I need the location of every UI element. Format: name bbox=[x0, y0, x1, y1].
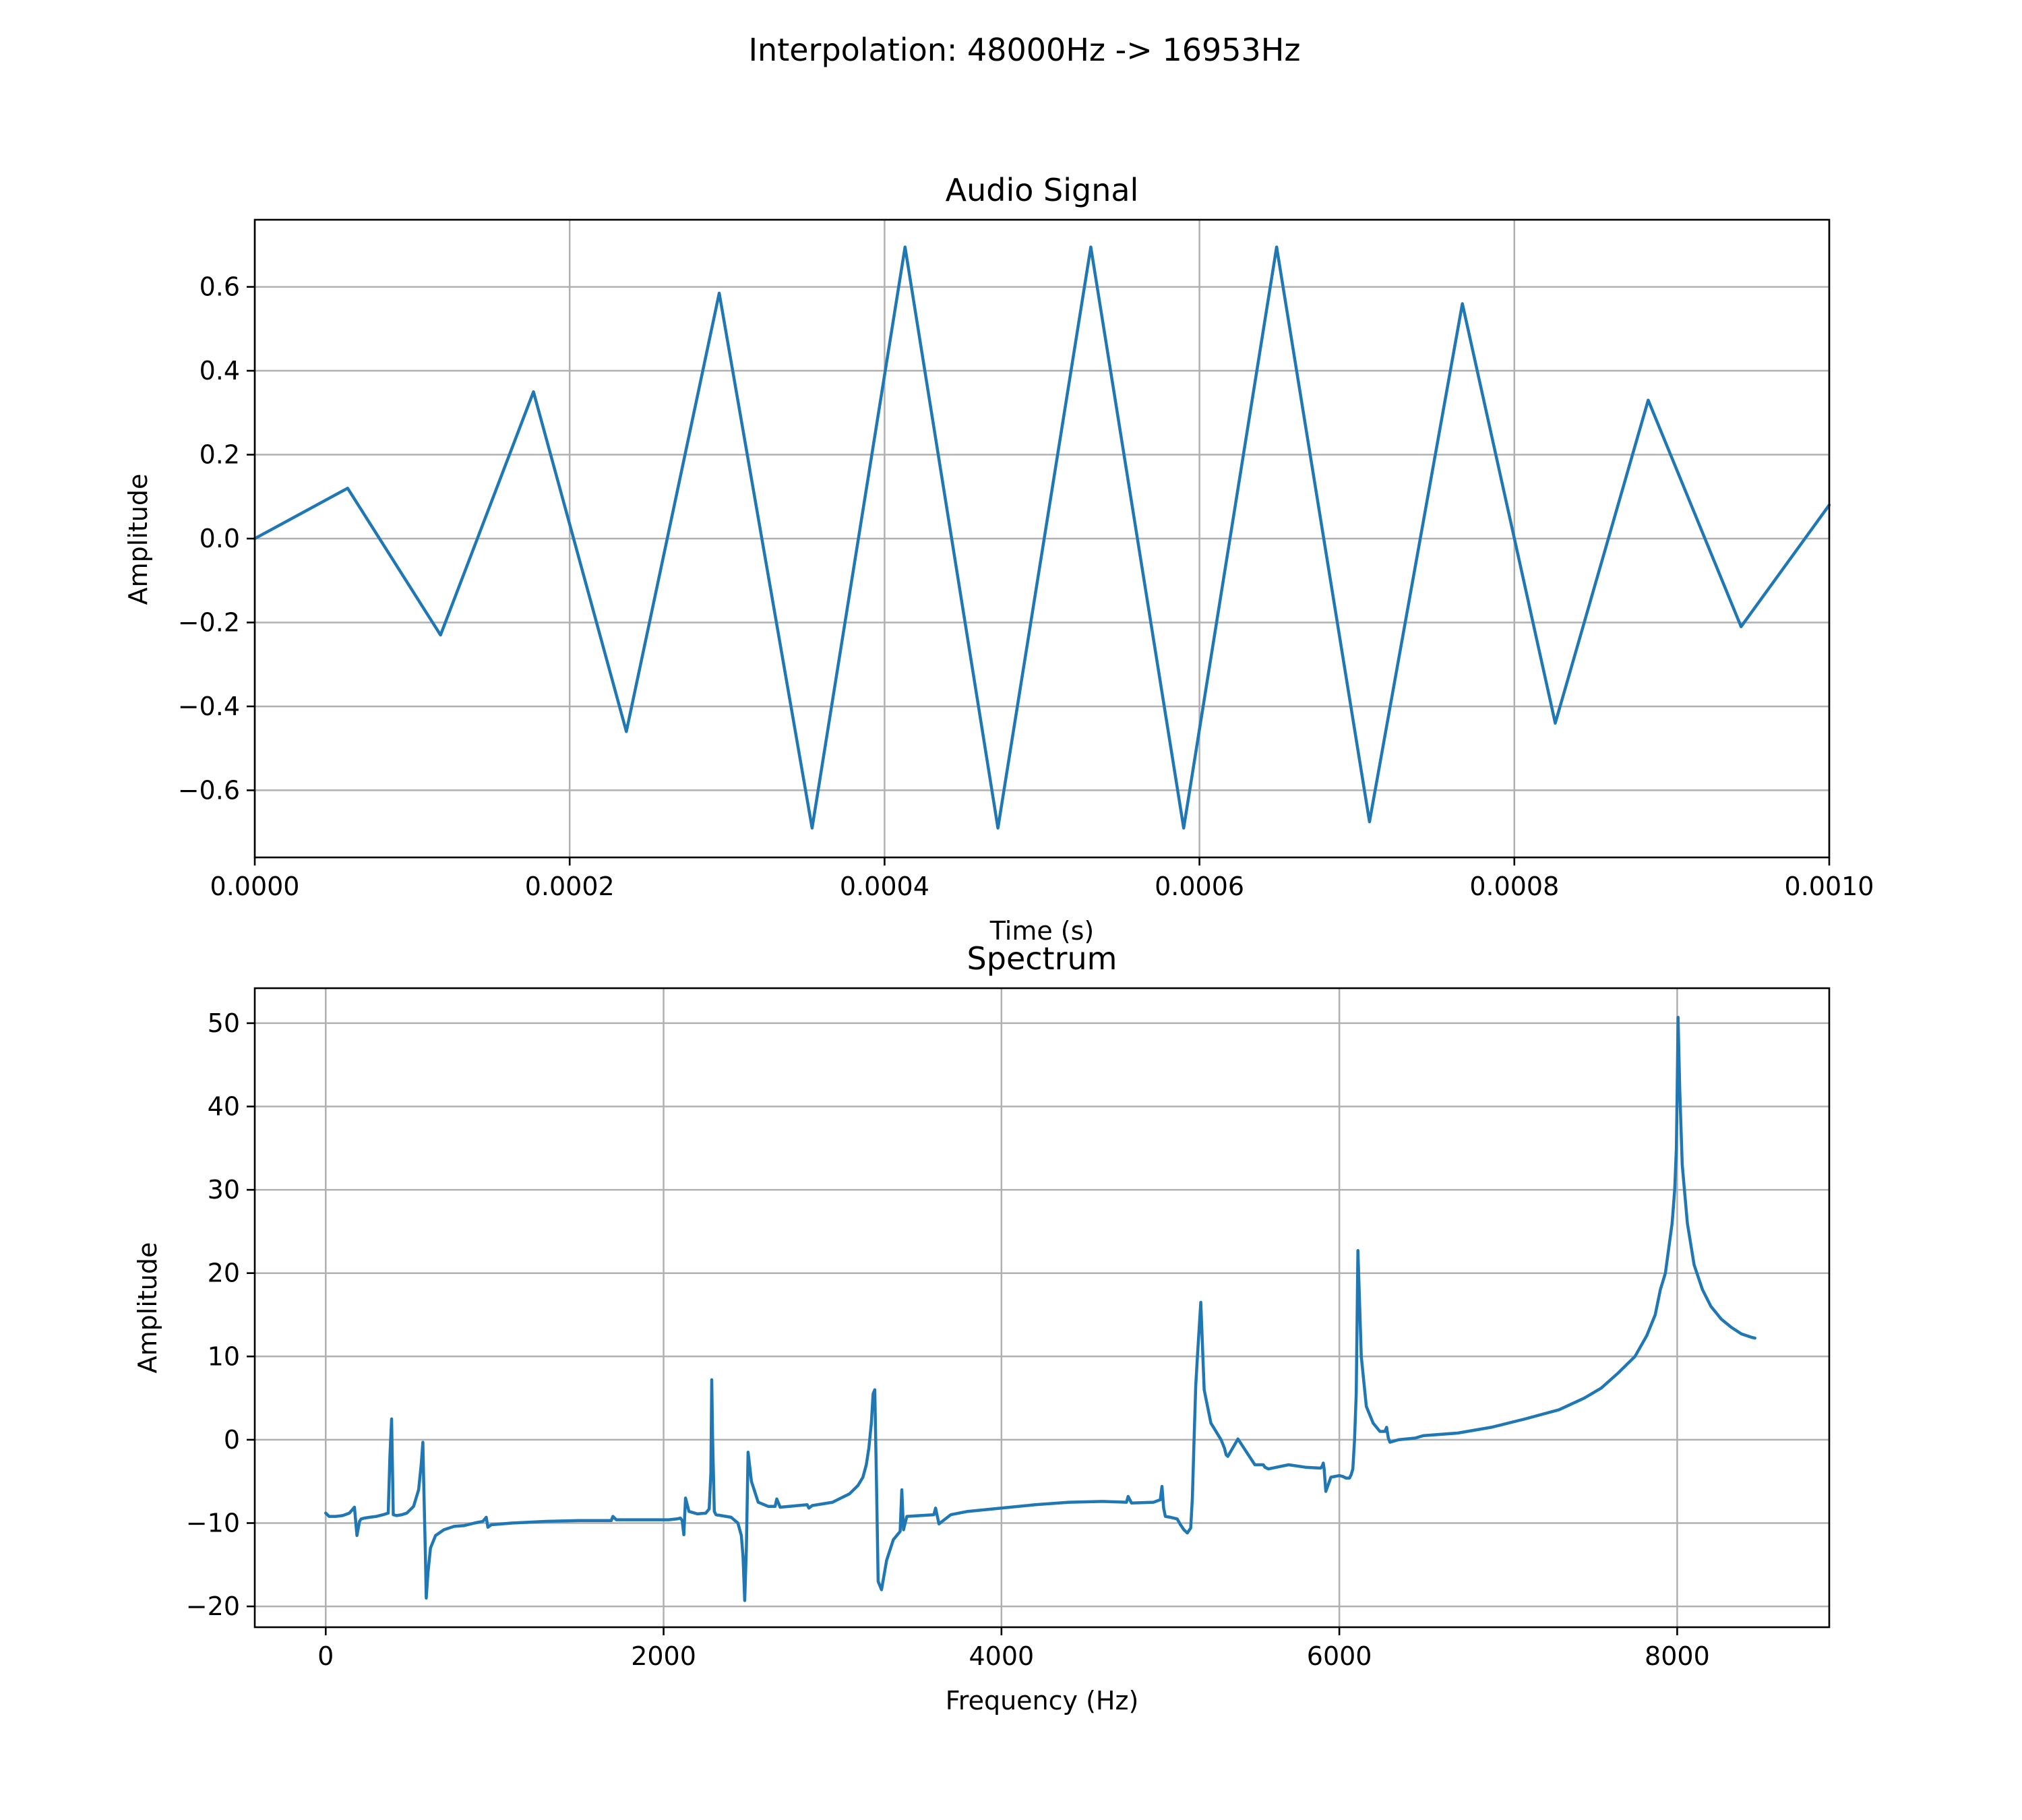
spectrum-xtick-label: 4000 bbox=[969, 1641, 1034, 1671]
audio-signal-xlabel: Time (s) bbox=[989, 916, 1095, 946]
spectrum-ytick-label: 0 bbox=[224, 1425, 240, 1455]
audio-signal-xtick-label: 0.0004 bbox=[840, 872, 929, 901]
spectrum-xtick-label: 0 bbox=[317, 1641, 334, 1671]
audio-signal-title: Audio Signal bbox=[946, 172, 1139, 208]
spectrum-ytick-label: −10 bbox=[186, 1509, 240, 1538]
audio-signal-ytick-label: −0.2 bbox=[178, 607, 240, 637]
spectrum-xtick-label: 8000 bbox=[1645, 1641, 1710, 1671]
audio-signal-ytick-label: −0.6 bbox=[178, 775, 240, 805]
spectrum-ytick-label: 10 bbox=[208, 1341, 240, 1371]
audio-signal-xtick-label: 0.0002 bbox=[525, 872, 615, 901]
spectrum-panel: 0 2000 4000 6000 8000 −20 −10 0 10 20 30 40 50 Spect… bbox=[133, 940, 1831, 1716]
spectrum-xtick-label: 2000 bbox=[631, 1641, 696, 1671]
audio-signal-ytick-label: 0.4 bbox=[200, 356, 240, 386]
audio-signal-ytick-label: 0.6 bbox=[200, 272, 240, 302]
spectrum-grid bbox=[255, 988, 1829, 1627]
spectrum-xtick-label: 6000 bbox=[1307, 1641, 1372, 1671]
audio-signal-xtick-label: 0.0010 bbox=[1785, 872, 1874, 901]
spectrum-ytick-label: 50 bbox=[208, 1008, 240, 1038]
audio-signal-ticks: 0.0000 0.0002 0.0004 0.0006 0.0008 0.0010 −0.6… bbox=[178, 272, 1874, 901]
audio-signal-ytick-label: 0.0 bbox=[200, 524, 240, 553]
audio-signal-panel: 0.0000 0.0002 0.0004 0.0006 0.0008 0.0010 −0.6… bbox=[123, 172, 1874, 946]
audio-signal-ytick-label: 0.2 bbox=[200, 440, 240, 470]
audio-signal-xtick-label: 0.0006 bbox=[1155, 872, 1244, 901]
audio-signal-line bbox=[253, 245, 1831, 830]
spectrum-ytick-label: 40 bbox=[208, 1092, 240, 1122]
audio-signal-xtick-label: 0.0008 bbox=[1469, 872, 1559, 901]
spectrum-ticks: 0 2000 4000 6000 8000 −20 −10 0 10 20 30 40 50 bbox=[186, 1008, 1710, 1671]
spectrum-ylabel: Amplitude bbox=[133, 1242, 162, 1374]
spectrum-ytick-label: −20 bbox=[186, 1591, 240, 1621]
spectrum-frame bbox=[253, 987, 1831, 1629]
spectrum-xlabel: Frequency (Hz) bbox=[946, 1686, 1139, 1716]
spectrum-line bbox=[324, 1016, 1756, 1602]
audio-signal-ylabel: Amplitude bbox=[123, 474, 153, 605]
audio-signal-xtick-label: 0.0000 bbox=[210, 872, 300, 901]
spectrum-ytick-label: 30 bbox=[208, 1175, 240, 1205]
audio-signal-ytick-label: −0.4 bbox=[178, 692, 240, 721]
figure-suptitle: Interpolation: 48000Hz -> 16953Hz bbox=[748, 32, 1300, 68]
spectrum-ytick-label: 20 bbox=[208, 1258, 240, 1288]
spectrum-title: Spectrum bbox=[967, 940, 1117, 977]
